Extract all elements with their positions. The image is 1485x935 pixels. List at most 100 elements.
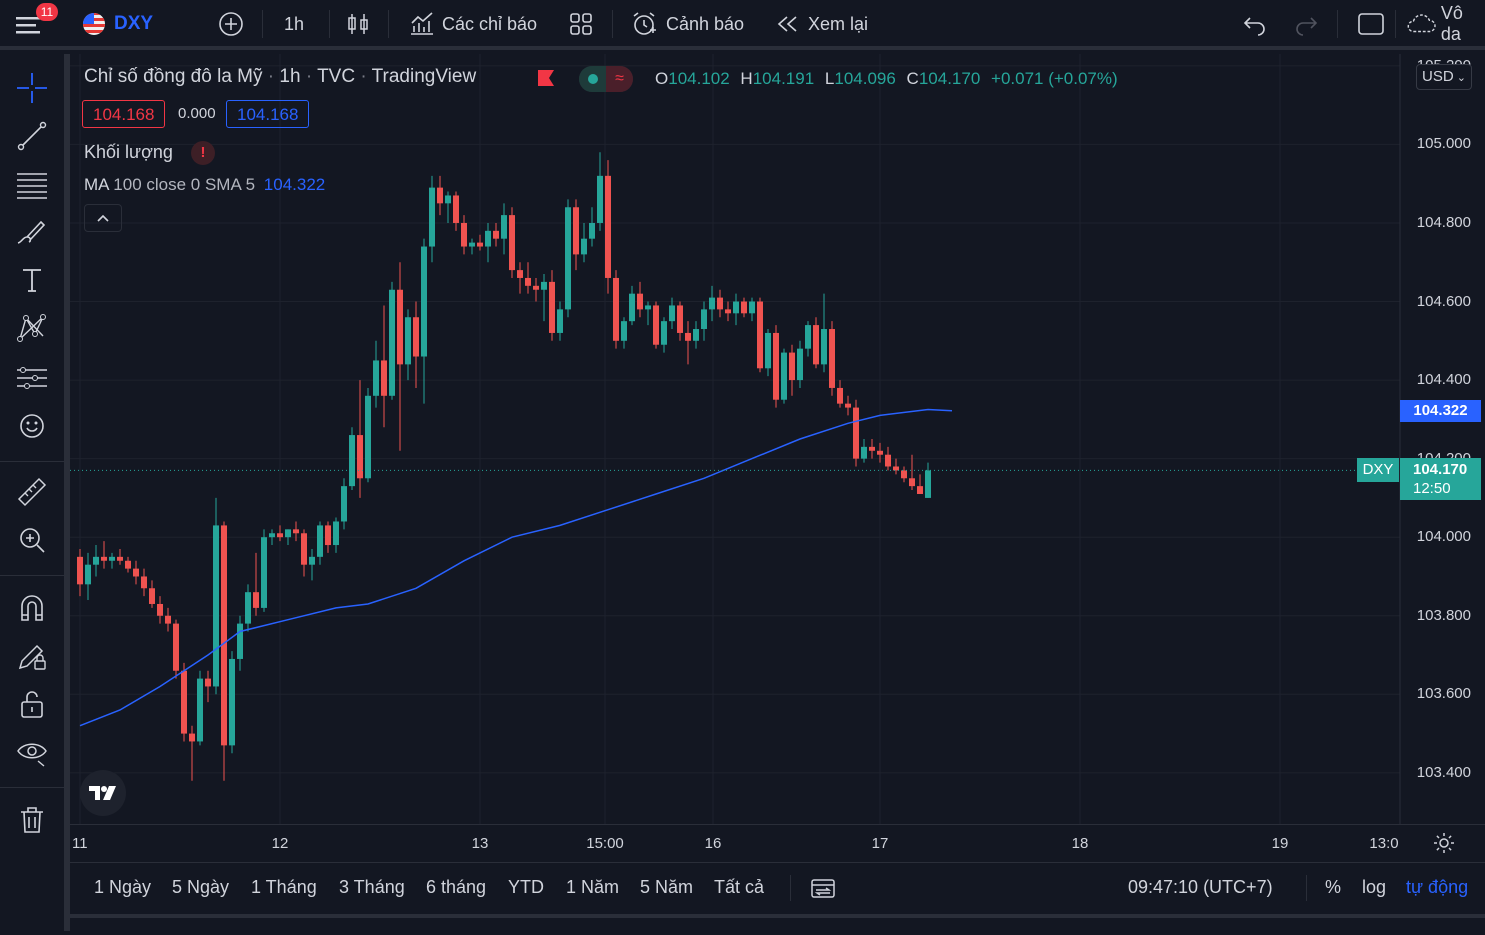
brush-tool[interactable] xyxy=(12,212,52,252)
redo-button[interactable] xyxy=(1293,0,1319,48)
lock-all-tool[interactable] xyxy=(12,684,52,724)
price-chart[interactable] xyxy=(70,54,1485,824)
candle xyxy=(421,238,427,404)
go-to-date-button[interactable] xyxy=(810,875,836,906)
range-3m[interactable]: 3 Tháng xyxy=(339,877,405,897)
crosshair-tool[interactable] xyxy=(12,68,52,108)
hide-drawings-tool[interactable] xyxy=(12,732,52,772)
chart-settings-button[interactable] xyxy=(1432,831,1456,860)
compare-symbol-button[interactable] xyxy=(217,0,245,48)
candle-body xyxy=(365,395,371,479)
window-icon xyxy=(1358,13,1384,35)
interval-button[interactable]: 1h xyxy=(284,0,304,48)
flag-icon[interactable] xyxy=(537,69,555,87)
zoom-tool[interactable] xyxy=(12,520,52,560)
candle-body xyxy=(877,450,883,455)
candle-body xyxy=(197,678,203,742)
symbol-legend[interactable]: Chỉ số đồng đô la Mỹ · 1h · TVC · Tradin… xyxy=(84,66,477,87)
lock-drawing-tool[interactable] xyxy=(12,636,52,676)
chart-pane[interactable]: Chỉ số đồng đô la Mỹ · 1h · TVC · Tradin… xyxy=(70,54,1485,824)
candle-body xyxy=(237,623,243,659)
sell-button[interactable]: 104.168 xyxy=(82,100,166,128)
layouts-button[interactable] xyxy=(568,0,594,48)
chart-type-button[interactable] xyxy=(346,0,370,48)
range-1d[interactable]: 1 Ngày xyxy=(94,877,152,897)
time-tick-label: 19 xyxy=(1271,835,1289,852)
candle xyxy=(837,380,843,408)
currency-selector[interactable]: USD ⌄ xyxy=(1416,64,1472,90)
candle-body xyxy=(261,537,267,608)
candle-body xyxy=(525,277,531,286)
time-axis[interactable]: 11 12 13 15:00 16 17 18 19 13:0 xyxy=(70,824,1485,862)
percent-toggle[interactable]: % xyxy=(1325,877,1342,897)
price-axis-bg xyxy=(1400,54,1485,824)
price-tick-label: 104.000 xyxy=(1416,528,1471,546)
symbol-title: Chỉ số đồng đô la Mỹ xyxy=(84,66,263,87)
clock-timezone[interactable]: 09:47:10 (UTC+7) xyxy=(1128,877,1273,897)
forecast-tool[interactable] xyxy=(12,358,52,398)
fullscreen-button[interactable] xyxy=(1357,0,1385,48)
ma-params: 100 close 0 SMA 5 xyxy=(113,175,256,194)
buy-button[interactable]: 104.168 xyxy=(226,100,310,128)
undo-button[interactable] xyxy=(1242,0,1268,48)
indicators-icon xyxy=(411,12,433,35)
candle xyxy=(677,301,683,341)
candle-body xyxy=(501,215,507,239)
legend-interval: 1h xyxy=(279,66,301,87)
range-1m[interactable]: 1 Tháng xyxy=(251,877,317,897)
range-ytd[interactable]: YTD xyxy=(508,877,544,897)
candle xyxy=(205,670,211,703)
ma-legend[interactable]: MA 100 close 0 SMA 5 104.322 xyxy=(84,175,325,195)
replay-button[interactable]: Xem lại xyxy=(776,0,868,48)
fib-tool[interactable] xyxy=(12,164,52,204)
candle-body xyxy=(829,329,835,388)
measure-tool[interactable] xyxy=(12,472,52,512)
price-tick-label: 104.600 xyxy=(1416,292,1471,310)
candle xyxy=(453,191,459,231)
tradingview-logo[interactable] xyxy=(80,770,126,816)
text-tool[interactable] xyxy=(12,260,52,300)
candle xyxy=(501,203,507,255)
candle xyxy=(669,297,675,330)
candle-body xyxy=(133,568,139,577)
candle-body xyxy=(685,332,691,341)
volume-warning-icon[interactable]: ! xyxy=(191,141,215,165)
alerts-button[interactable]: Cảnh báo xyxy=(630,0,744,48)
range-6m[interactable]: 6 tháng xyxy=(426,877,487,897)
range-5y[interactable]: 5 Năm xyxy=(640,877,694,897)
candle-body xyxy=(429,187,435,247)
indicators-button[interactable]: Các chỉ báo xyxy=(408,0,537,48)
candle xyxy=(437,175,443,216)
market-status-toggle[interactable]: ≈ xyxy=(579,66,633,92)
save-cloud-button[interactable]: Vô da xyxy=(1405,0,1485,48)
low-value: 104.096 xyxy=(834,69,896,88)
log-toggle[interactable]: log xyxy=(1362,877,1387,897)
volume-legend[interactable]: Khối lượng xyxy=(84,142,173,163)
candle xyxy=(821,293,827,373)
candle-body xyxy=(309,556,315,565)
ma-value: 104.322 xyxy=(263,175,326,194)
bottom-toolbar: 1 Ngày 5 Ngày 1 Tháng 3 Tháng 6 tháng YT… xyxy=(70,862,1485,913)
auto-scale-toggle[interactable]: tự động xyxy=(1406,877,1469,897)
delete-drawings-tool[interactable] xyxy=(12,800,52,840)
alarm-clock-icon xyxy=(633,12,656,35)
menu-button[interactable] xyxy=(14,0,44,48)
range-5d[interactable]: 5 Ngày xyxy=(172,877,230,897)
range-1y[interactable]: 1 Năm xyxy=(566,877,620,897)
pattern-tool[interactable] xyxy=(12,308,52,348)
range-all[interactable]: Tất cả xyxy=(714,877,765,897)
candle xyxy=(749,297,755,322)
candle-body xyxy=(805,325,811,349)
magnet-tool[interactable] xyxy=(12,588,52,628)
candle-body xyxy=(701,309,707,330)
trend-line-tool[interactable] xyxy=(12,116,52,156)
candle-body xyxy=(733,301,739,314)
emoji-tool[interactable] xyxy=(12,406,52,446)
collapse-legend-button[interactable] xyxy=(84,204,122,232)
candle-body xyxy=(245,592,251,624)
candle xyxy=(485,222,491,263)
symbol-search-button[interactable]: DXY xyxy=(82,0,153,48)
candle xyxy=(293,521,299,542)
candle-body xyxy=(925,470,931,498)
candle-body xyxy=(717,297,723,310)
